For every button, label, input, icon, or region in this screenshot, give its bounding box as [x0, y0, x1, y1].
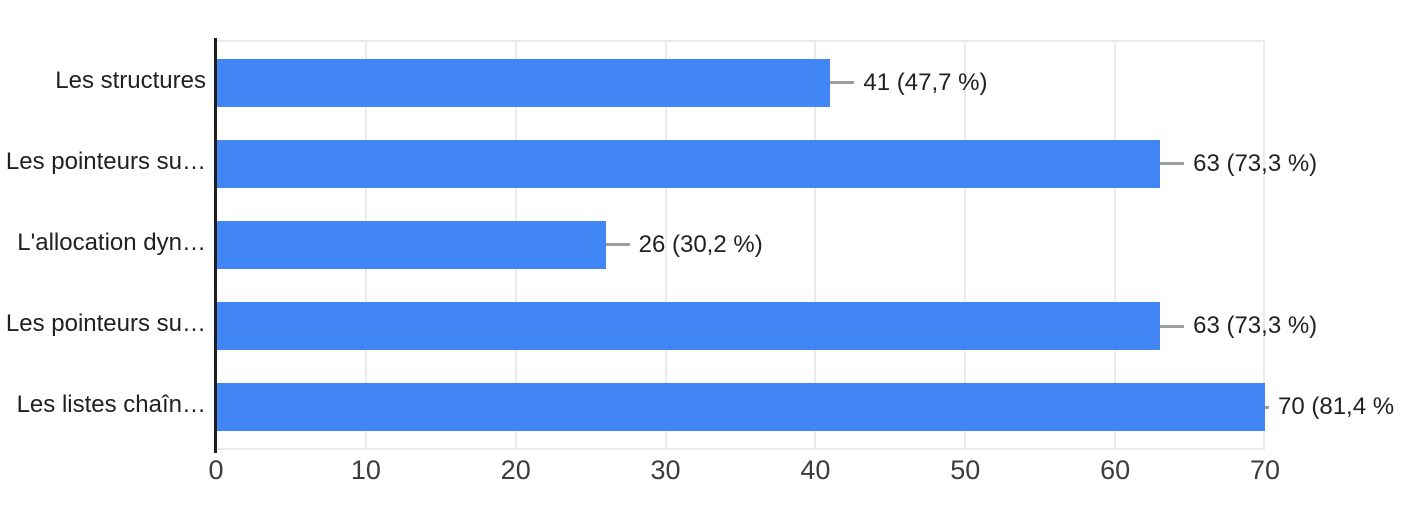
x-tick: 20 [500, 455, 531, 485]
bar-les-structures[interactable] [216, 58, 831, 107]
value-label: 41 (47,7 %) [863, 68, 988, 96]
x-tick: 60 [1100, 455, 1131, 485]
bar-row: 26 (30,2 %) [216, 204, 1265, 285]
x-tick: 10 [350, 455, 381, 485]
plot-area: 41 (47,7 %) 63 (73,3 %) 26 (30,2 %) 63 (… [216, 40, 1394, 450]
value-label: 26 (30,2 %) [638, 230, 763, 258]
x-tick: 40 [800, 455, 831, 485]
leader-line [1265, 405, 1269, 409]
value-label: 70 (81,4 % [1278, 393, 1395, 421]
bar-les-pointeurs-1[interactable] [216, 139, 1161, 188]
x-tick: 0 [208, 455, 224, 485]
leader-line [1160, 162, 1185, 166]
x-tick: 30 [650, 455, 681, 485]
gridline [1114, 42, 1117, 448]
leader-line [830, 81, 855, 85]
bar-les-pointeurs-2[interactable] [216, 302, 1161, 351]
bar-row: 63 (73,3 %) [216, 123, 1317, 204]
axis-baseline [214, 38, 217, 453]
x-axis: 0 10 20 30 40 50 60 70 [208, 452, 1280, 488]
bar-row: 63 (73,3 %) [216, 286, 1317, 367]
category-axis: Les structures Les pointeurs su… L'alloc… [0, 40, 206, 446]
leader-line [605, 243, 630, 247]
category-label: Les pointeurs su… [5, 147, 206, 175]
category-label: L'allocation dyn… [17, 228, 206, 256]
x-tick: 70 [1249, 455, 1281, 485]
x-tick: 50 [950, 455, 981, 485]
category-label: Les structures [55, 66, 206, 94]
category-label: Les pointeurs su… [5, 310, 206, 338]
gridline [814, 42, 817, 448]
bar-allocation-dynamique[interactable] [216, 220, 606, 269]
category-label: Les listes chaîn… [16, 391, 206, 419]
gridline [1263, 42, 1265, 448]
bar-row: 70 (81,4 % [216, 367, 1394, 448]
gridline [664, 42, 667, 448]
value-label: 63 (73,3 %) [1193, 312, 1318, 340]
leader-line [1160, 324, 1185, 328]
gridline [964, 42, 967, 448]
bar-les-listes-chainees[interactable] [216, 383, 1265, 432]
bar-row: 41 (47,7 %) [216, 42, 1265, 123]
value-label: 63 (73,3 %) [1193, 149, 1318, 177]
